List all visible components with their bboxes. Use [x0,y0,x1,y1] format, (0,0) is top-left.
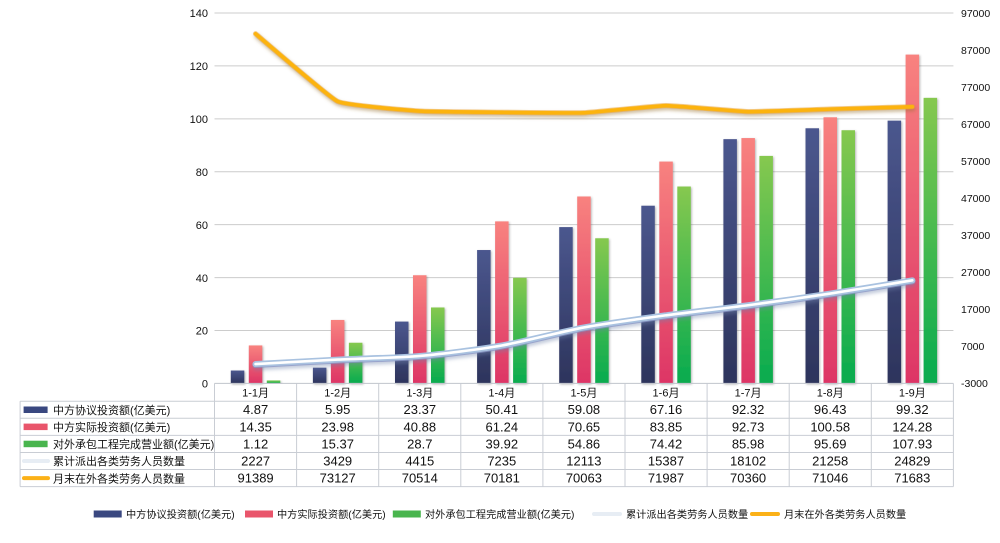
svg-text:70360: 70360 [730,471,766,486]
svg-text:61.24: 61.24 [486,419,519,434]
svg-text:月末在外各类劳务人员数量: 月末在外各类劳务人员数量 [53,471,185,485]
svg-text:39.92: 39.92 [486,436,519,451]
svg-text:57000: 57000 [961,156,990,168]
svg-text:7000: 7000 [961,341,985,353]
svg-text:70063: 70063 [566,471,602,486]
svg-text:99.32: 99.32 [896,402,929,417]
svg-text:23.98: 23.98 [321,419,354,434]
svg-text:100: 100 [190,114,208,126]
svg-text:-3000: -3000 [961,378,988,390]
svg-text:70.65: 70.65 [568,419,601,434]
svg-text:37000: 37000 [961,230,990,242]
svg-text:1-9月: 1-9月 [899,387,926,399]
svg-text:15.37: 15.37 [321,436,354,451]
svg-text:中方协议投资额(亿美元): 中方协议投资额(亿美元) [53,403,170,417]
svg-text:4415: 4415 [405,454,434,469]
svg-text:67.16: 67.16 [650,402,683,417]
svg-text:54.86: 54.86 [568,436,601,451]
svg-text:140: 140 [190,8,208,20]
svg-text:67000: 67000 [961,119,990,131]
svg-text:1-2月: 1-2月 [324,387,351,399]
svg-text:40: 40 [196,273,208,285]
svg-text:100.58: 100.58 [810,419,850,434]
svg-text:27000: 27000 [961,267,990,279]
svg-text:70514: 70514 [402,471,438,486]
svg-text:2227: 2227 [241,454,270,469]
svg-text:对外承包工程完成营业额(亿美元): 对外承包工程完成营业额(亿美元) [425,508,574,521]
svg-text:对外承包工程完成营业额(亿美元): 对外承包工程完成营业额(亿美元) [53,437,214,451]
svg-text:24829: 24829 [894,454,930,469]
svg-text:60: 60 [196,220,208,232]
svg-text:124.28: 124.28 [892,419,932,434]
svg-text:1-5月: 1-5月 [570,387,597,399]
svg-text:95.69: 95.69 [814,436,847,451]
svg-text:83.85: 83.85 [650,419,683,434]
svg-text:1-3月: 1-3月 [406,387,433,399]
svg-text:80: 80 [196,167,208,179]
svg-text:120: 120 [190,61,208,73]
svg-text:15387: 15387 [648,454,684,469]
svg-text:20: 20 [196,326,208,338]
svg-text:92.32: 92.32 [732,402,765,417]
svg-text:21258: 21258 [812,454,848,469]
svg-text:92.73: 92.73 [732,419,765,434]
svg-text:14.35: 14.35 [239,419,272,434]
svg-text:96.43: 96.43 [814,402,847,417]
svg-text:71683: 71683 [894,471,930,486]
svg-text:40.88: 40.88 [404,419,437,434]
svg-text:7235: 7235 [487,454,516,469]
svg-text:1-6月: 1-6月 [653,387,680,399]
svg-text:77000: 77000 [961,82,990,94]
svg-text:91389: 91389 [238,471,274,486]
svg-text:5.95: 5.95 [325,402,350,417]
svg-text:87000: 87000 [961,45,990,57]
svg-text:3429: 3429 [323,454,352,469]
svg-text:97000: 97000 [961,8,990,20]
svg-text:1.12: 1.12 [243,436,268,451]
svg-text:74.42: 74.42 [650,436,683,451]
svg-text:50.41: 50.41 [486,402,519,417]
svg-text:107.93: 107.93 [892,436,932,451]
svg-text:12113: 12113 [566,454,601,469]
svg-text:1-8月: 1-8月 [817,387,844,399]
svg-text:71987: 71987 [648,471,684,486]
svg-text:月末在外各类劳务人员数量: 月末在外各类劳务人员数量 [784,508,906,521]
svg-text:73127: 73127 [320,471,356,486]
svg-text:1-7月: 1-7月 [735,387,762,399]
svg-text:59.08: 59.08 [568,402,601,417]
svg-text:累计派出各类劳务人员数量: 累计派出各类劳务人员数量 [626,508,748,521]
svg-text:70181: 70181 [484,471,520,486]
svg-text:1-1月: 1-1月 [242,387,269,399]
svg-text:1-4月: 1-4月 [488,387,515,399]
svg-text:47000: 47000 [961,193,990,205]
svg-text:中方协议投资额(亿美元): 中方协议投资额(亿美元) [126,508,235,521]
svg-text:85.98: 85.98 [732,436,765,451]
svg-text:28.7: 28.7 [407,436,432,451]
svg-text:4.87: 4.87 [243,402,268,417]
svg-text:中方实际投资额(亿美元): 中方实际投资额(亿美元) [277,508,386,521]
svg-text:23.37: 23.37 [404,402,437,417]
svg-text:累计派出各类劳务人员数量: 累计派出各类劳务人员数量 [53,454,185,468]
svg-text:17000: 17000 [961,304,990,316]
svg-text:中方实际投资额(亿美元): 中方实际投资额(亿美元) [53,420,170,434]
svg-text:0: 0 [202,379,208,391]
svg-text:18102: 18102 [730,454,766,469]
svg-text:71046: 71046 [812,471,848,486]
